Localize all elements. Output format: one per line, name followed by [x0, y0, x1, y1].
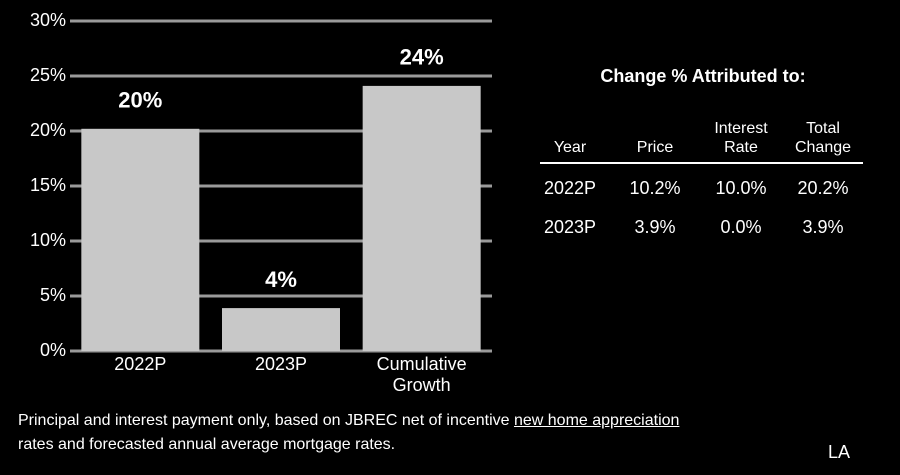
table-cell: 2023P [543, 217, 597, 237]
bar [81, 128, 200, 351]
table-cell: 2022P [543, 178, 597, 198]
table-cell: 10.0% [715, 178, 767, 198]
y-tick-label: 20% [30, 120, 66, 140]
value-label: 20% [118, 88, 162, 113]
table-cell: 10.2% [629, 178, 681, 198]
footnote-line-1: Principal and interest payment only, bas… [18, 412, 679, 430]
corner-label: LA [828, 442, 851, 462]
table-cell: 3.9% [802, 217, 844, 237]
y-tick-label: 10% [30, 230, 66, 250]
x-tick-label: 2022P [114, 354, 167, 374]
footnote-line-2: rates and forecasted annual average mort… [18, 436, 396, 453]
value-label: 4% [265, 267, 297, 292]
table-cell: 20.2% [797, 178, 849, 198]
table-cell: 3.9% [634, 217, 676, 237]
table-header: Total Change [794, 120, 852, 156]
bar [362, 85, 481, 352]
x-tick-label: Cumulative Growth [376, 354, 467, 395]
y-tick-label: 30% [30, 10, 66, 30]
value-label: 24% [400, 45, 444, 70]
bar [222, 308, 340, 351]
table-rule [540, 162, 863, 164]
table-header: Year [553, 139, 587, 156]
y-tick-label: 15% [30, 175, 66, 195]
x-tick-label: 2023P [254, 354, 308, 374]
y-tick-label: 0% [40, 340, 66, 360]
table-header: Interest Rate [714, 120, 768, 156]
table-title: Change % Attributed to: [600, 66, 806, 86]
table-header: Price [636, 139, 674, 156]
footnote-link[interactable]: new home appreciation [513, 412, 680, 429]
y-tick-label: 25% [30, 65, 66, 85]
table-cell: 0.0% [720, 217, 762, 237]
footnote-text: Principal and interest payment only, bas… [18, 412, 514, 429]
y-tick-label: 5% [40, 285, 66, 305]
